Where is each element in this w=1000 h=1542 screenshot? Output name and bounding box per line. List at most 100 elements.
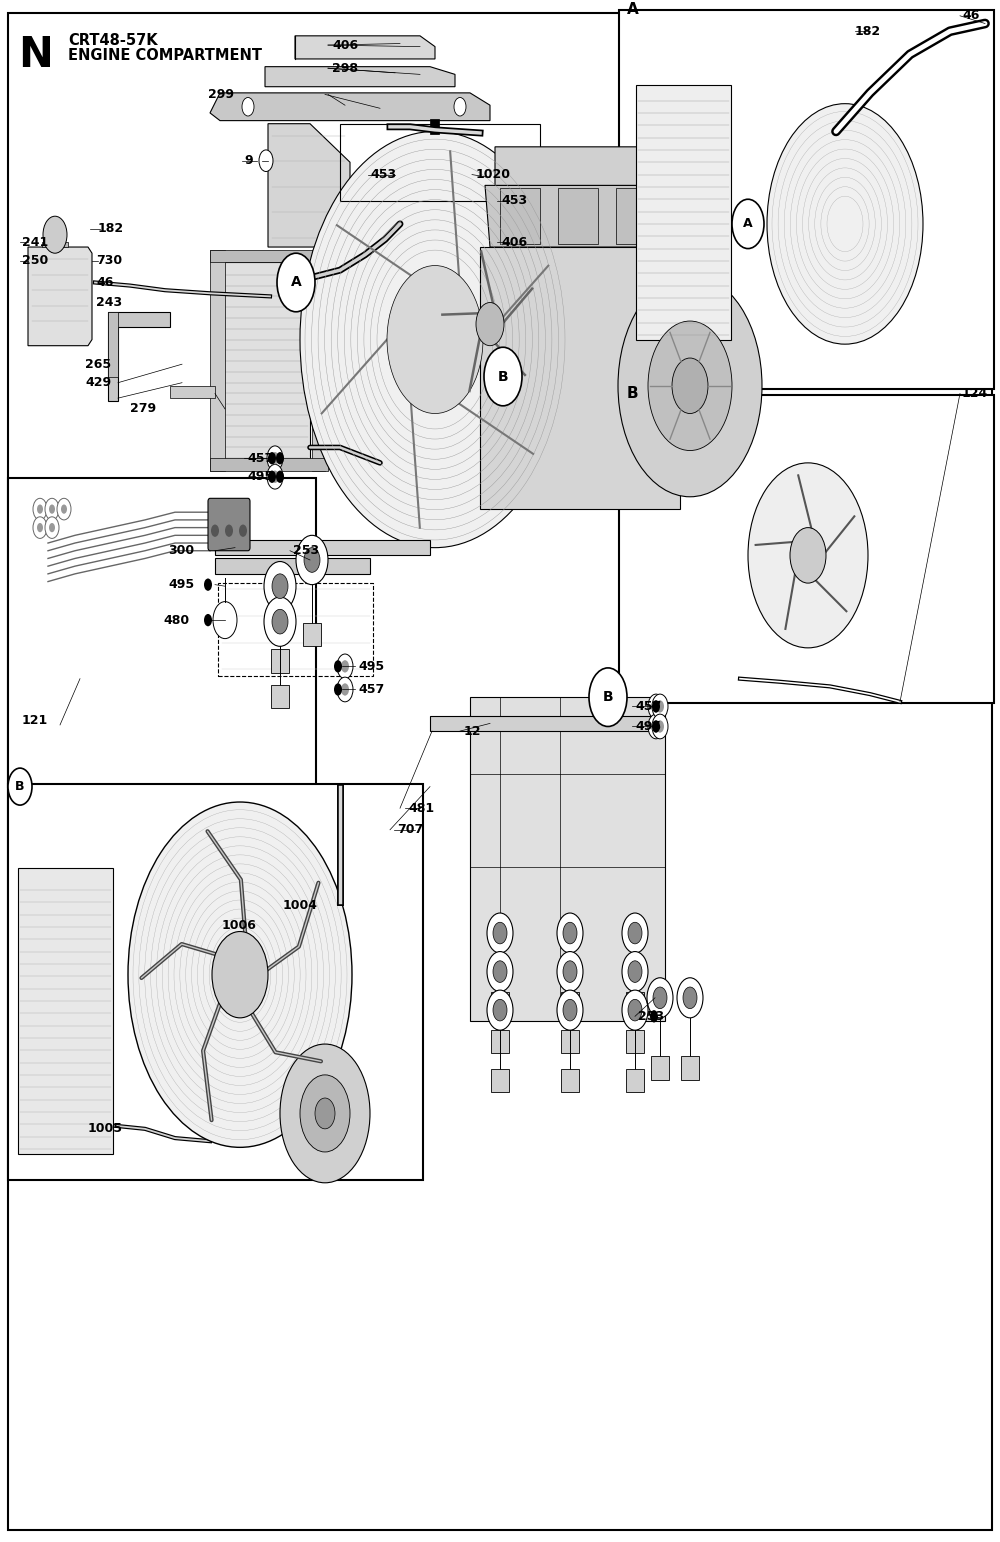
- Circle shape: [493, 922, 507, 944]
- Circle shape: [276, 452, 284, 464]
- Circle shape: [300, 131, 570, 547]
- Polygon shape: [210, 93, 490, 120]
- Text: 124: 124: [962, 387, 988, 399]
- Polygon shape: [680, 262, 720, 386]
- Polygon shape: [210, 458, 328, 470]
- Bar: [8, 478, 316, 786]
- Circle shape: [653, 987, 667, 1008]
- Circle shape: [267, 446, 283, 470]
- Polygon shape: [470, 697, 665, 1021]
- Text: N: N: [18, 34, 53, 76]
- Circle shape: [300, 1075, 350, 1152]
- Circle shape: [648, 714, 664, 739]
- Text: 46: 46: [96, 276, 113, 288]
- Text: 250: 250: [22, 254, 48, 267]
- Text: A: A: [291, 276, 301, 290]
- Polygon shape: [271, 685, 289, 708]
- Polygon shape: [491, 992, 509, 1015]
- Circle shape: [652, 714, 668, 739]
- Circle shape: [304, 547, 320, 572]
- Circle shape: [271, 470, 279, 483]
- Polygon shape: [210, 250, 328, 262]
- Text: 299: 299: [208, 88, 234, 100]
- Polygon shape: [558, 188, 598, 244]
- Text: 265: 265: [85, 358, 111, 370]
- Circle shape: [259, 150, 273, 171]
- Polygon shape: [626, 1069, 644, 1092]
- Circle shape: [628, 999, 642, 1021]
- Circle shape: [268, 452, 276, 464]
- Polygon shape: [312, 250, 325, 470]
- Circle shape: [49, 523, 55, 532]
- Circle shape: [622, 990, 648, 1030]
- Circle shape: [677, 978, 703, 1018]
- Circle shape: [268, 470, 276, 483]
- Circle shape: [628, 961, 642, 982]
- Text: 457: 457: [635, 700, 661, 712]
- Circle shape: [732, 199, 764, 248]
- Polygon shape: [108, 311, 118, 376]
- Polygon shape: [480, 247, 680, 509]
- Text: 457: 457: [247, 452, 273, 464]
- Circle shape: [672, 358, 708, 413]
- Circle shape: [487, 913, 513, 953]
- Circle shape: [647, 978, 673, 1018]
- Circle shape: [43, 216, 67, 253]
- Text: A: A: [743, 217, 753, 230]
- Circle shape: [334, 660, 342, 672]
- Circle shape: [264, 561, 296, 611]
- Circle shape: [45, 498, 59, 520]
- Polygon shape: [108, 311, 170, 401]
- Circle shape: [271, 452, 279, 464]
- Polygon shape: [265, 66, 455, 86]
- Text: B: B: [498, 370, 508, 384]
- Circle shape: [57, 498, 71, 520]
- Polygon shape: [651, 1056, 669, 1079]
- Circle shape: [493, 961, 507, 982]
- Circle shape: [476, 302, 504, 345]
- Text: 429: 429: [85, 376, 111, 389]
- Text: 406: 406: [501, 236, 527, 248]
- Text: 495: 495: [358, 660, 384, 672]
- Circle shape: [652, 720, 660, 732]
- Circle shape: [276, 470, 284, 483]
- Bar: [636, 85, 731, 339]
- Circle shape: [128, 802, 352, 1147]
- Circle shape: [225, 524, 233, 537]
- Circle shape: [652, 700, 660, 712]
- Circle shape: [337, 654, 353, 678]
- Circle shape: [628, 922, 642, 944]
- Text: 495: 495: [168, 578, 194, 591]
- Polygon shape: [28, 247, 92, 345]
- Circle shape: [45, 517, 59, 538]
- Text: 300: 300: [168, 544, 194, 557]
- Circle shape: [272, 609, 288, 634]
- Text: 495: 495: [247, 470, 273, 483]
- Circle shape: [272, 574, 288, 598]
- Text: 495: 495: [635, 720, 661, 732]
- Circle shape: [493, 999, 507, 1021]
- Text: 279: 279: [130, 402, 156, 415]
- Text: 1004: 1004: [283, 899, 318, 911]
- Circle shape: [334, 683, 342, 695]
- Text: 182: 182: [98, 222, 124, 234]
- Circle shape: [211, 524, 219, 537]
- Text: 707: 707: [397, 823, 423, 836]
- Circle shape: [484, 347, 522, 406]
- Circle shape: [648, 694, 664, 719]
- Polygon shape: [491, 1069, 509, 1092]
- Circle shape: [280, 1044, 370, 1183]
- Polygon shape: [295, 35, 435, 59]
- Polygon shape: [430, 715, 660, 731]
- Circle shape: [656, 720, 664, 732]
- Bar: [218, 583, 373, 675]
- Text: B: B: [627, 386, 639, 401]
- Polygon shape: [215, 558, 370, 574]
- Circle shape: [652, 700, 660, 712]
- Circle shape: [239, 524, 247, 537]
- Circle shape: [557, 913, 583, 953]
- Circle shape: [622, 913, 648, 953]
- Polygon shape: [303, 623, 321, 646]
- Bar: [619, 395, 994, 703]
- Circle shape: [454, 97, 466, 116]
